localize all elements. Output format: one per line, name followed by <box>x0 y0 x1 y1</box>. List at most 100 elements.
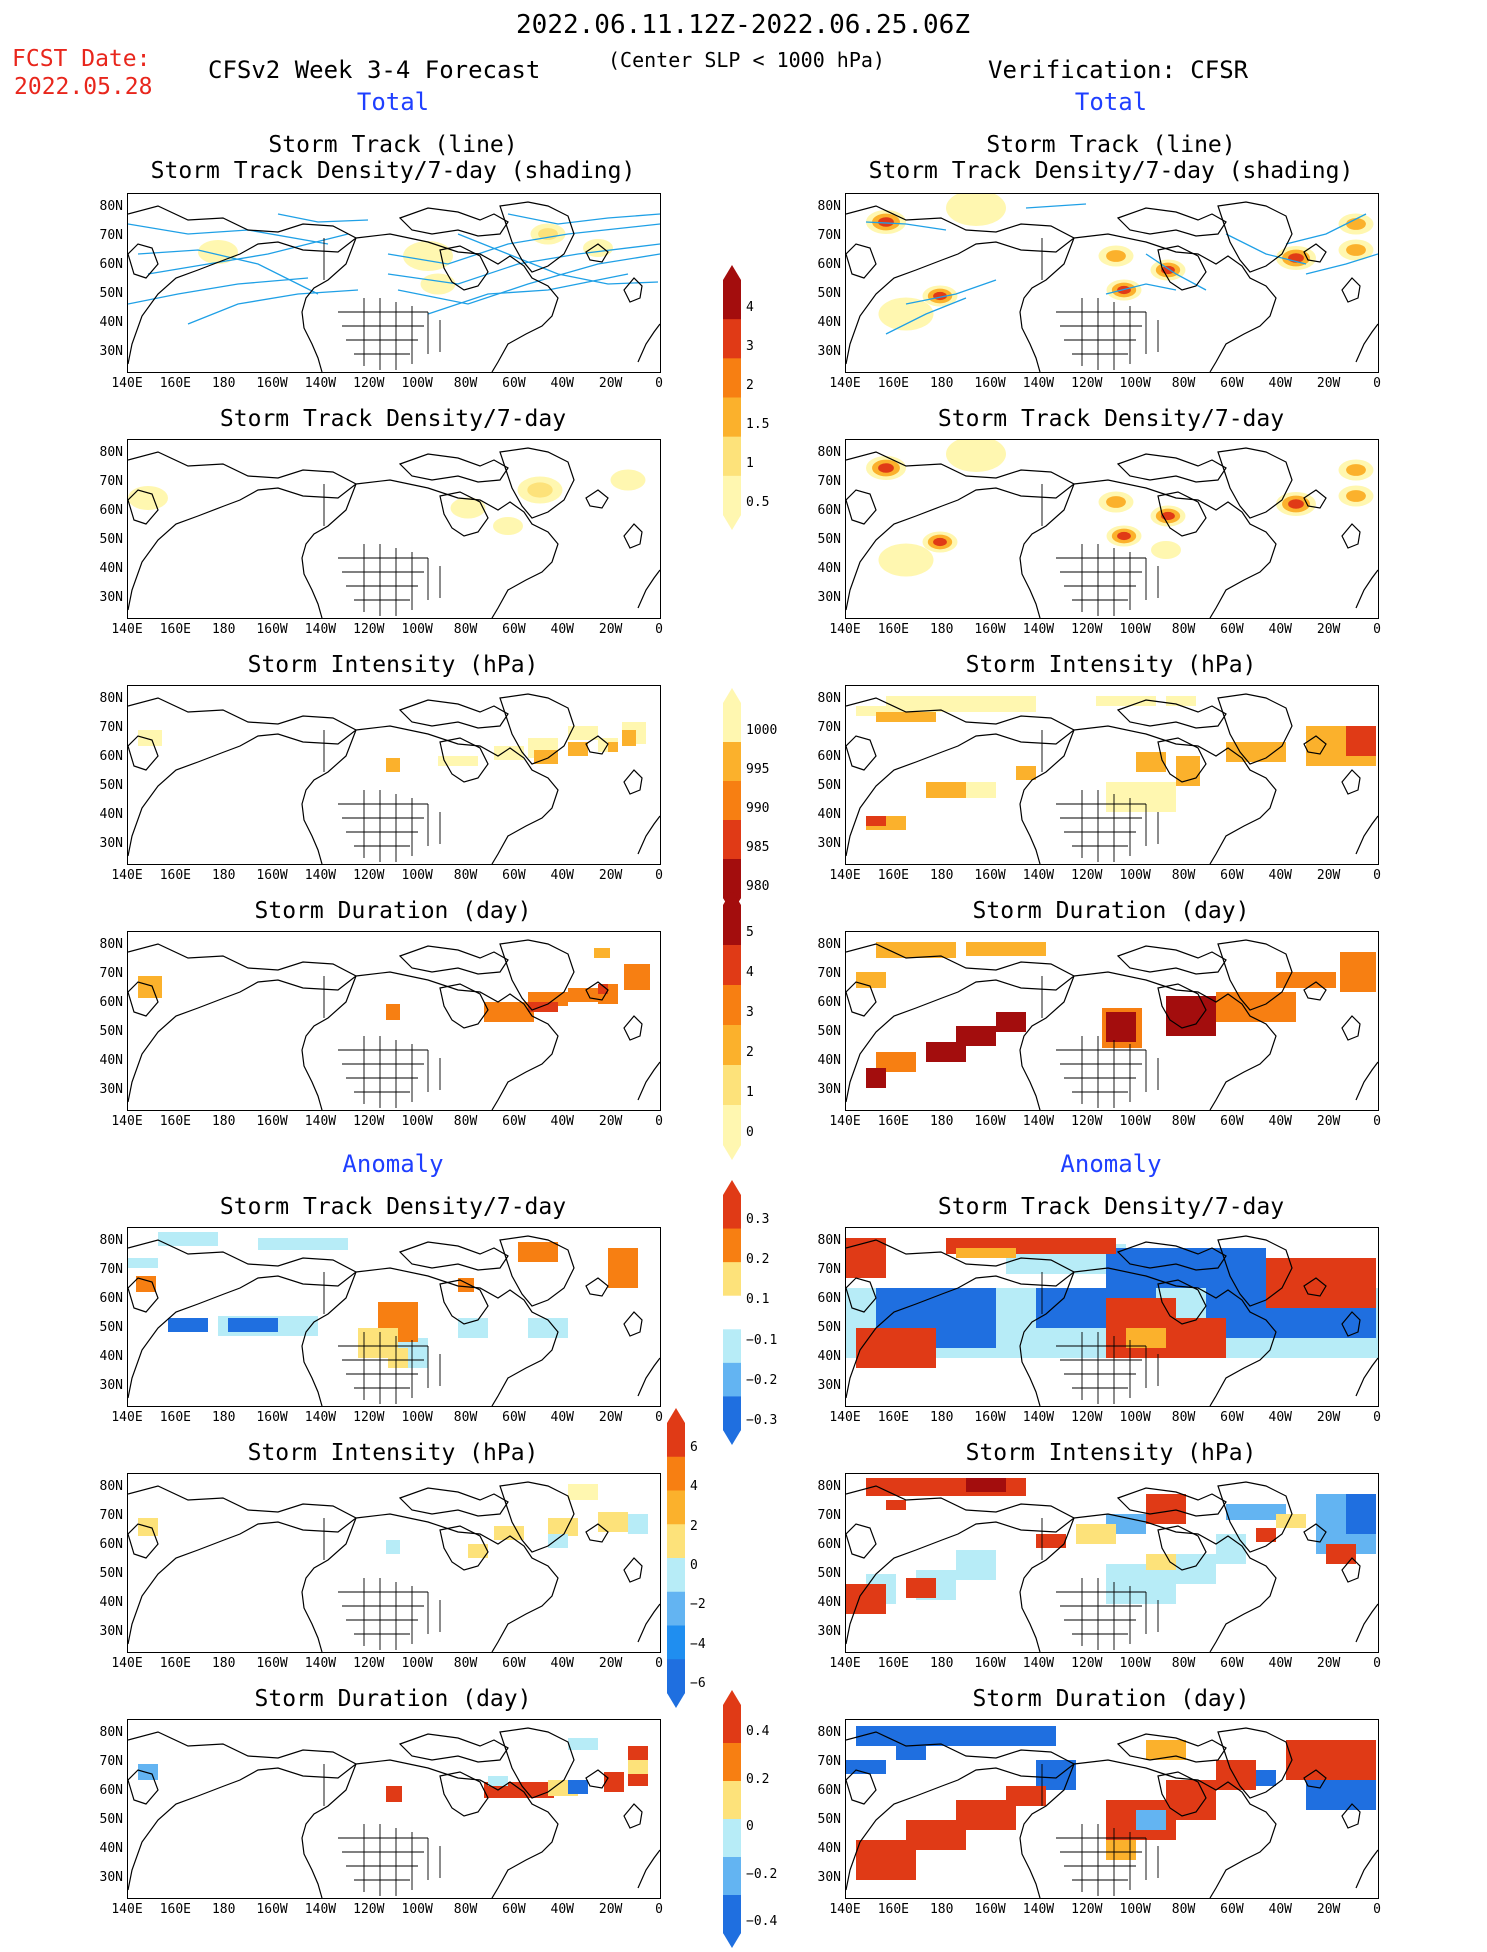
storm-track-line <box>1025 203 1087 209</box>
coastline <box>1355 323 1378 363</box>
shade-cell <box>138 1764 158 1780</box>
coastline <box>637 569 660 609</box>
coastline <box>1341 523 1361 549</box>
coastline <box>1355 1603 1378 1643</box>
lon-tick-label: 100W <box>1119 1656 1151 1671</box>
shade-cell <box>568 1484 598 1500</box>
colorbar-density-anomaly: 0.3 0.2 0.1 −0.1 −0.2 −0.3 <box>722 1180 777 1449</box>
lat-tick-label: 80N <box>817 1479 841 1494</box>
coastline <box>585 735 609 755</box>
lon-tick-label: 120W <box>1071 1114 1103 1129</box>
map-svg <box>128 1481 660 1652</box>
coastline <box>301 1271 357 1406</box>
shade-cell <box>876 942 956 958</box>
shade-cell <box>966 1478 1006 1492</box>
lon-tick-label: 0 <box>1373 622 1381 637</box>
shade-cell <box>878 463 894 473</box>
lon-tick-label: 40W <box>550 1114 575 1129</box>
title-track-shading-right: Storm Track Density/7-day (shading) <box>868 158 1354 184</box>
lon-tick-label: 100W <box>401 1902 433 1917</box>
coastline <box>439 737 489 783</box>
state-borders <box>338 1036 441 1108</box>
coastline <box>637 323 660 363</box>
shade-cell <box>138 730 162 746</box>
lat-tick-label: 50N <box>99 778 123 793</box>
coastline <box>1019 1517 1075 1652</box>
map-svg <box>128 1232 660 1406</box>
lon-tick-label: 160W <box>256 1902 288 1917</box>
colorbar-segment <box>723 820 741 860</box>
shade-cell <box>1117 531 1131 541</box>
colorbar-segment <box>723 1105 741 1146</box>
lon-tick-label: 120W <box>1071 622 1103 637</box>
coastline <box>128 489 159 525</box>
coastline <box>1116 207 1227 237</box>
shade-cell <box>128 1258 158 1268</box>
lon-tick-label: 160E <box>159 1902 192 1917</box>
lon-tick-label: 60W <box>1220 376 1244 391</box>
shade-cell <box>866 1068 886 1088</box>
coastline <box>1341 1311 1361 1337</box>
lon-tick-label: 80W <box>453 1656 478 1671</box>
lon-tick-label: 0 <box>1373 1656 1381 1671</box>
lat-tick-label: 40N <box>817 315 841 330</box>
coastline <box>623 1311 643 1337</box>
coastline <box>1355 1061 1378 1101</box>
colorbar-segment <box>723 1895 741 1934</box>
title-density-left: Storm Track Density/7-day <box>219 406 567 432</box>
coastline <box>439 245 489 291</box>
colorbar-label: 0 <box>746 1819 754 1834</box>
lon-tick-label: 80W <box>453 622 478 637</box>
map-svg <box>846 939 1378 1110</box>
shade-cell <box>608 1248 638 1288</box>
coastline <box>355 233 559 372</box>
colorbar-arrow-bottom <box>723 1145 741 1160</box>
coastline <box>1116 699 1227 729</box>
coastline <box>846 1239 1076 1399</box>
shade-cell <box>138 976 162 998</box>
colorbar-arrow-bottom <box>723 1430 741 1445</box>
lon-tick-label: 120W <box>353 1902 385 1917</box>
lat-tick-label: 40N <box>99 1349 123 1364</box>
lat-tick-label: 80N <box>817 691 841 706</box>
lon-tick-label: 180 <box>929 1410 954 1425</box>
lon-tick-label: 160W <box>256 1114 288 1129</box>
coastline <box>1217 447 1293 519</box>
colorbar-segment <box>667 1625 685 1660</box>
colorbar-segment <box>723 1295 741 1330</box>
coastline <box>499 1235 575 1307</box>
coastline <box>301 1517 357 1652</box>
shade-cell <box>1136 1810 1166 1830</box>
lat-tick-label: 80N <box>99 1479 123 1494</box>
coastline <box>1303 489 1327 509</box>
shade-cell <box>1176 1318 1226 1358</box>
colorbar-segment <box>723 397 741 438</box>
map-panel <box>845 1719 1379 1899</box>
criterion-label: (Center SLP < 1000 hPa) <box>608 48 885 72</box>
coastline <box>398 1733 509 1763</box>
lon-tick-label: 60W <box>1220 1114 1244 1129</box>
colorbar-label: −0.1 <box>746 1332 778 1348</box>
lon-tick-label: 120W <box>353 868 385 883</box>
coastline <box>355 971 559 1110</box>
shade-cell <box>856 972 886 988</box>
lat-tick-label: 30N <box>817 1082 841 1097</box>
lon-tick-label: 40W <box>550 1902 575 1917</box>
coastline <box>499 1481 575 1553</box>
lat-tick-label: 60N <box>817 749 841 764</box>
coastline <box>1303 1769 1327 1789</box>
colorbar-label: 990 <box>746 800 770 816</box>
lon-tick-label: 80W <box>1171 1902 1196 1917</box>
lon-tick-label: 0 <box>655 1656 663 1671</box>
lon-tick-label: 20W <box>598 1656 623 1671</box>
fcst-label: FCST Date: <box>12 46 151 72</box>
lat-tick-label: 60N <box>99 257 123 272</box>
lon-tick-label: 160E <box>877 868 910 883</box>
lon-tick-label: 140W <box>304 1114 337 1129</box>
coastline <box>1019 1271 1075 1406</box>
map-panel <box>127 193 661 373</box>
coastline <box>301 1763 357 1898</box>
lat-tick-label: 40N <box>99 1595 123 1610</box>
lat-tick-label: 30N <box>99 1624 123 1639</box>
lon-tick-label: 140W <box>1022 1902 1055 1917</box>
